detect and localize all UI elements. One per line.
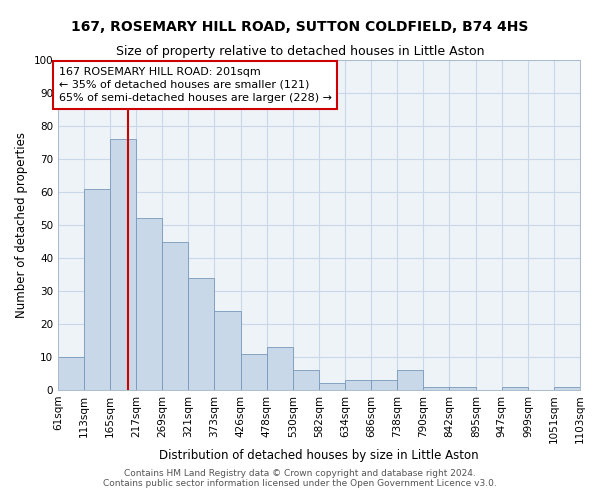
Bar: [267, 347, 293, 390]
Bar: [397, 370, 423, 390]
Bar: [371, 380, 397, 390]
Bar: [58, 357, 84, 390]
Bar: [136, 218, 162, 390]
Bar: [554, 386, 580, 390]
Bar: [502, 386, 528, 390]
Text: Contains HM Land Registry data © Crown copyright and database right 2024.: Contains HM Land Registry data © Crown c…: [124, 468, 476, 477]
Bar: [162, 242, 188, 390]
Bar: [449, 386, 476, 390]
Bar: [319, 384, 345, 390]
Bar: [293, 370, 319, 390]
Y-axis label: Number of detached properties: Number of detached properties: [15, 132, 28, 318]
Bar: [214, 311, 241, 390]
Text: 167, ROSEMARY HILL ROAD, SUTTON COLDFIELD, B74 4HS: 167, ROSEMARY HILL ROAD, SUTTON COLDFIEL…: [71, 20, 529, 34]
Text: Contains public sector information licensed under the Open Government Licence v3: Contains public sector information licen…: [103, 478, 497, 488]
Bar: [345, 380, 371, 390]
Bar: [188, 278, 214, 390]
Bar: [241, 354, 267, 390]
Bar: [84, 188, 110, 390]
Text: 167 ROSEMARY HILL ROAD: 201sqm
← 35% of detached houses are smaller (121)
65% of: 167 ROSEMARY HILL ROAD: 201sqm ← 35% of …: [59, 66, 332, 103]
Text: Size of property relative to detached houses in Little Aston: Size of property relative to detached ho…: [116, 45, 484, 58]
X-axis label: Distribution of detached houses by size in Little Aston: Distribution of detached houses by size …: [159, 449, 479, 462]
Bar: [110, 139, 136, 390]
Bar: [423, 386, 449, 390]
